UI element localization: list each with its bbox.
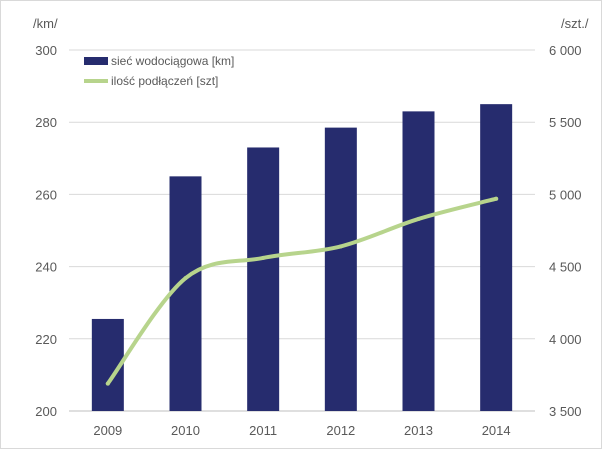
y-tick-label: 260 <box>35 187 57 202</box>
bar <box>169 176 202 411</box>
series-line <box>105 196 499 386</box>
y2-axis-unit-label: /szt./ <box>561 16 589 31</box>
line-point <box>416 216 421 221</box>
line-point <box>261 255 266 260</box>
line-point <box>494 196 499 201</box>
x-tick-label: 2012 <box>326 423 355 438</box>
legend-label-bar: sieć wodociągowa [km] <box>111 54 234 68</box>
y-axis-unit-label: /km/ <box>33 16 58 31</box>
legend-swatch-bar <box>84 57 108 65</box>
line-point <box>338 244 343 249</box>
line-point <box>105 381 110 386</box>
y2-tick-label: 6 000 <box>549 43 582 58</box>
x-tick-label: 2009 <box>93 423 122 438</box>
legend: sieć wodociągowa [km] ilość podłączeń [s… <box>84 54 234 88</box>
y2-tick-label: 4 500 <box>549 260 582 275</box>
y-tick-label: 240 <box>35 260 57 275</box>
bar-series <box>91 104 513 412</box>
gridlines <box>69 49 535 412</box>
x-tick-label: 2013 <box>404 423 433 438</box>
x-tick-label: 2010 <box>171 423 200 438</box>
legend-label-line: ilość podłączeń [szt] <box>111 74 218 88</box>
line-series <box>105 196 499 386</box>
y-tick-label: 200 <box>35 404 57 419</box>
bar <box>480 104 513 412</box>
x-tick-label: 2011 <box>249 423 277 438</box>
y-tick-label: 300 <box>35 43 57 58</box>
y2-tick-label: 4 000 <box>549 332 582 347</box>
y2-tick-label: 5 500 <box>549 115 582 130</box>
y2-tick-label: 5 000 <box>549 187 582 202</box>
line-point <box>183 276 188 281</box>
x-tick-label: 2014 <box>482 423 511 438</box>
y-tick-label: 220 <box>35 332 57 347</box>
y2-tick-label: 3 500 <box>549 404 582 419</box>
y-tick-label: 280 <box>35 115 57 130</box>
axes: /km/ /szt./ 200 220 240 260 280 300 3 500 4 000… <box>33 16 589 438</box>
bar <box>324 127 357 412</box>
bar <box>402 111 435 412</box>
bar <box>247 147 280 411</box>
